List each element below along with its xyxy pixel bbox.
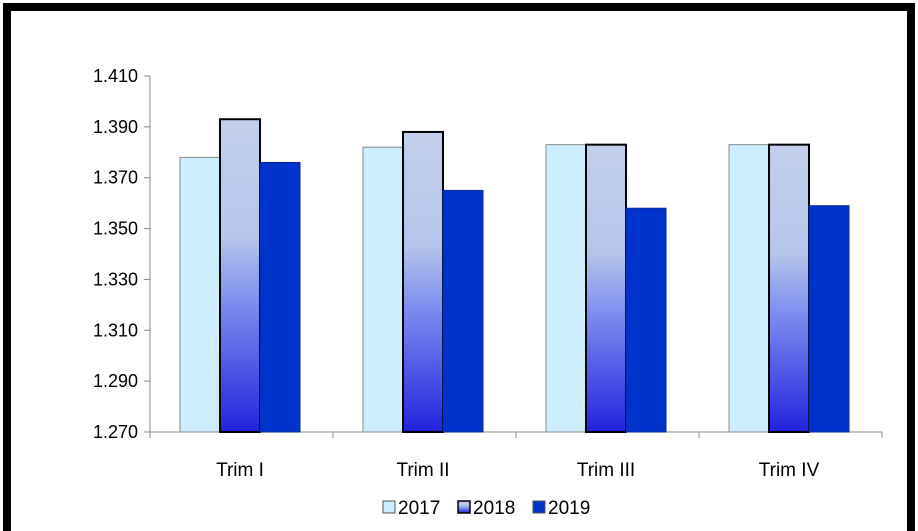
bar-2017-3 bbox=[545, 144, 587, 433]
bar-2019-4 bbox=[808, 205, 850, 433]
x-category-label: Trim II bbox=[396, 460, 449, 481]
y-tick-label: 1.330 bbox=[93, 269, 138, 289]
y-tick-label: 1.270 bbox=[93, 422, 138, 442]
legend-label-2018: 2018 bbox=[473, 498, 515, 519]
y-tick-label: 1.350 bbox=[93, 219, 138, 239]
legend-label-2019: 2019 bbox=[548, 498, 590, 519]
bar-2017-2 bbox=[362, 146, 404, 433]
y-tick-label: 1.290 bbox=[93, 371, 138, 391]
legend-label-2017: 2017 bbox=[398, 498, 440, 519]
y-tick-label: 1.370 bbox=[93, 168, 138, 188]
x-category-label: Trim I bbox=[216, 460, 264, 481]
y-tick-label: 1.410 bbox=[93, 66, 138, 86]
legend-swatch-2017 bbox=[382, 500, 396, 514]
bar-2019-3 bbox=[625, 207, 667, 433]
bar-2017-4 bbox=[728, 144, 770, 433]
bar-2017-1 bbox=[179, 156, 221, 433]
chart-border bbox=[3, 3, 915, 531]
bar-2019-1 bbox=[259, 161, 301, 433]
y-tick-label: 1.390 bbox=[93, 117, 138, 137]
bar-2018-1 bbox=[219, 118, 261, 433]
bar-2018-3 bbox=[585, 143, 627, 434]
x-category-label: Trim III bbox=[577, 460, 635, 481]
x-category-label: Trim IV bbox=[759, 460, 820, 481]
y-tick-label: 1.310 bbox=[93, 320, 138, 340]
bar-2018-4 bbox=[768, 143, 810, 434]
legend-swatch-2019 bbox=[532, 500, 546, 514]
bar-2018-2 bbox=[402, 130, 444, 433]
legend-swatch-2018 bbox=[457, 500, 471, 514]
bar-2019-2 bbox=[442, 189, 484, 433]
